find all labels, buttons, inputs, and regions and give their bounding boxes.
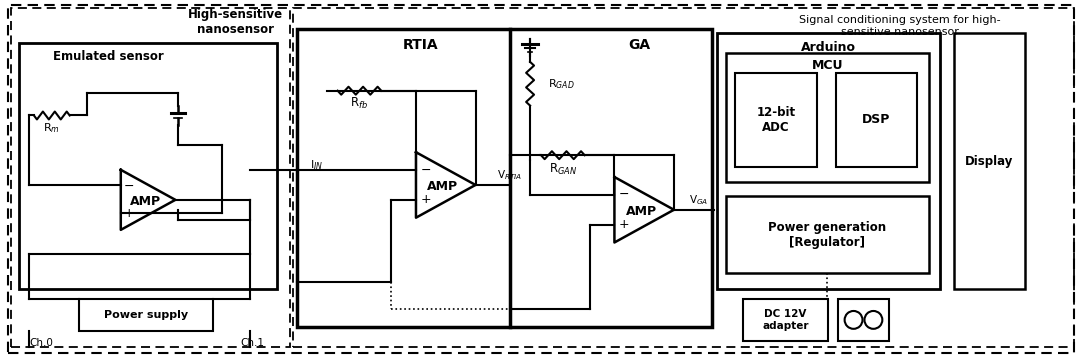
Text: MCU: MCU — [812, 59, 843, 72]
Text: R$_{GAD}$: R$_{GAD}$ — [547, 77, 575, 91]
Text: Power supply: Power supply — [104, 310, 187, 320]
Text: AMP: AMP — [130, 195, 160, 208]
Text: R$_{fb}$: R$_{fb}$ — [351, 96, 369, 111]
Text: RTIA: RTIA — [404, 38, 439, 52]
Text: −: − — [124, 179, 134, 193]
Bar — [19, 43, 277, 289]
Bar — [79, 299, 212, 331]
Bar — [953, 33, 1026, 289]
Bar — [293, 8, 1073, 347]
Text: DC 12V
adapter: DC 12V adapter — [763, 309, 809, 331]
Bar — [716, 33, 940, 289]
Text: DSP: DSP — [862, 113, 890, 126]
Bar — [743, 299, 828, 341]
Bar — [837, 299, 889, 341]
Bar — [726, 196, 929, 273]
Text: Emulated sensor: Emulated sensor — [53, 50, 163, 63]
Text: −: − — [619, 188, 630, 202]
Text: V$_{GA}$: V$_{GA}$ — [689, 193, 708, 207]
Text: Arduino: Arduino — [801, 40, 856, 54]
Bar — [11, 8, 290, 347]
Text: Power generation
[Regulator]: Power generation [Regulator] — [768, 221, 886, 248]
Text: Signal conditioning system for high-
sensitive nanosensor: Signal conditioning system for high- sen… — [800, 15, 1001, 37]
Text: 12-bit
ADC: 12-bit ADC — [756, 106, 795, 134]
Text: Ch.0: Ch.0 — [29, 338, 53, 348]
Text: Display: Display — [965, 155, 1014, 168]
Text: GA: GA — [629, 38, 650, 52]
Text: +: + — [619, 218, 630, 231]
Text: V$_{RTIA}$: V$_{RTIA}$ — [498, 168, 523, 182]
Text: AMP: AMP — [625, 205, 657, 218]
Bar — [736, 73, 817, 167]
Text: +: + — [124, 207, 134, 220]
Text: −: − — [421, 164, 431, 176]
Bar — [296, 29, 712, 327]
Text: R$_{GAN}$: R$_{GAN}$ — [549, 161, 577, 176]
Text: +: + — [421, 193, 432, 206]
Text: R$_{m}$: R$_{m}$ — [43, 121, 61, 135]
Text: Ch.1: Ch.1 — [240, 338, 264, 348]
Text: AMP: AMP — [427, 180, 459, 193]
Text: High-sensitive
nanosensor: High-sensitive nanosensor — [188, 8, 283, 36]
Bar — [835, 73, 918, 167]
Text: I$_{IN}$: I$_{IN}$ — [309, 158, 324, 172]
Bar — [726, 53, 929, 182]
